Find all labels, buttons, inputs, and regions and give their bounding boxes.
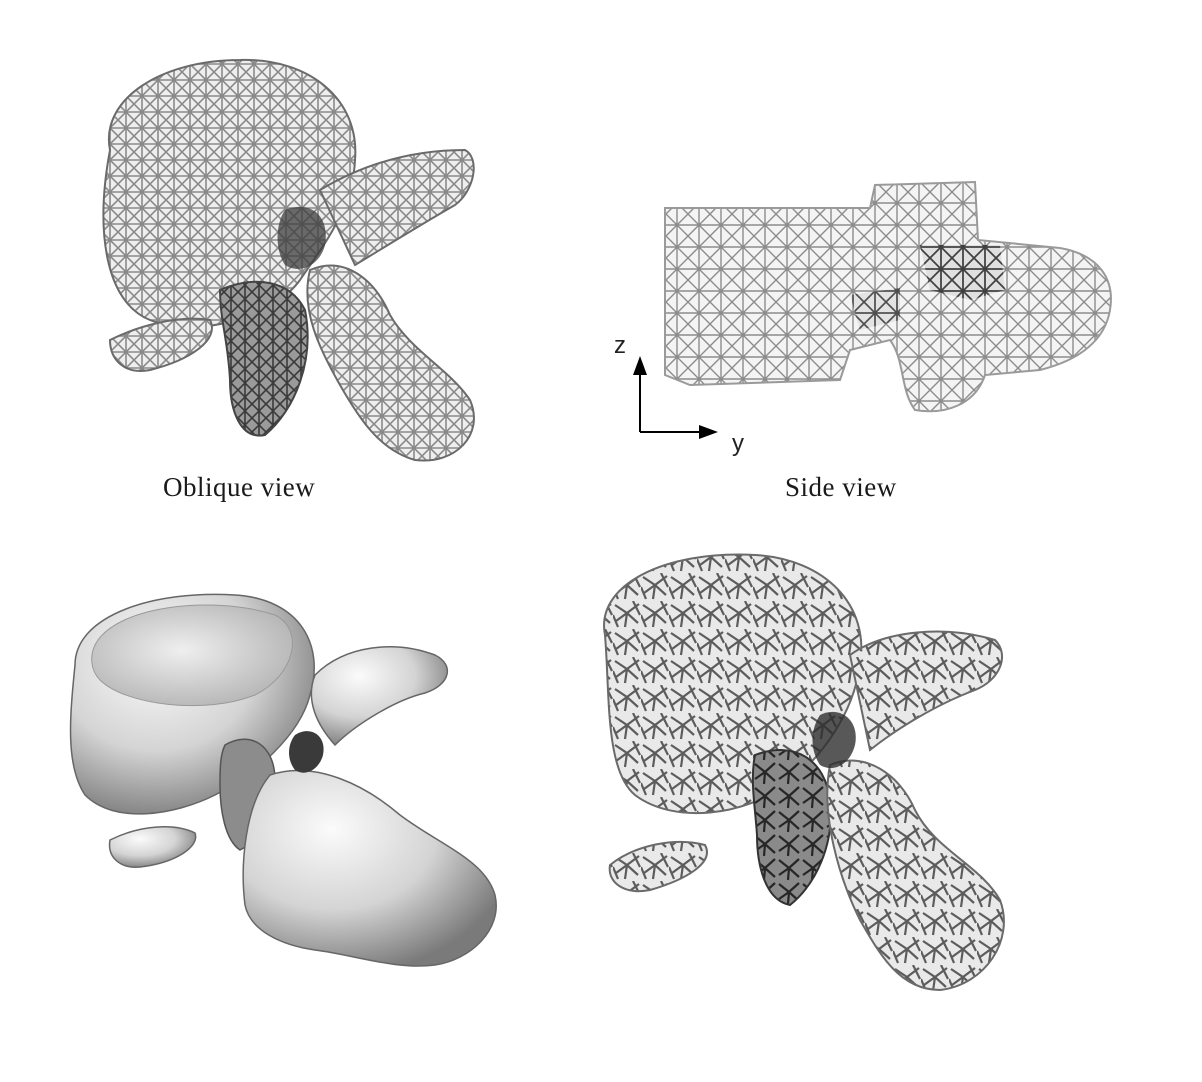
solid-canal-shadow — [289, 731, 324, 773]
side-lattice-vertebra — [664, 180, 1112, 413]
random-spinous-process — [826, 759, 1005, 992]
solid-vertebra-model — [69, 593, 497, 967]
solid-right-process — [310, 646, 449, 747]
side-lattice-dark-region — [920, 245, 1005, 300]
y-axis-label: y — [732, 430, 744, 457]
side-lattice-dark-strip — [850, 288, 900, 330]
solid-vertebra-panel — [55, 585, 525, 985]
random-pedicle — [751, 749, 832, 907]
y-arrow-head — [699, 425, 718, 439]
random-canal — [812, 711, 856, 769]
oblique-pedicle — [218, 280, 309, 437]
random-lattice-panel — [585, 545, 1035, 1015]
oblique-view-panel: Oblique view — [70, 40, 510, 502]
random-right-process — [848, 630, 1004, 752]
side-view-panel: z y Side view — [600, 170, 1130, 510]
solid-top-face — [91, 604, 293, 707]
oblique-view-caption: Oblique view — [163, 472, 316, 502]
z-arrow-head — [633, 356, 647, 375]
axis-indicator — [633, 356, 718, 439]
random-left-process — [608, 840, 708, 893]
side-view-caption: Side view — [785, 472, 897, 502]
oblique-right-process — [318, 148, 475, 267]
z-axis-label: z — [614, 332, 626, 359]
oblique-spinous-process — [306, 264, 475, 462]
solid-left-process — [108, 826, 197, 868]
oblique-canal — [277, 206, 326, 269]
oblique-lattice-vertebra — [102, 58, 475, 462]
solid-spinous-process — [242, 769, 497, 967]
random-lattice-vertebra — [603, 553, 1005, 992]
oblique-left-process — [108, 317, 213, 372]
